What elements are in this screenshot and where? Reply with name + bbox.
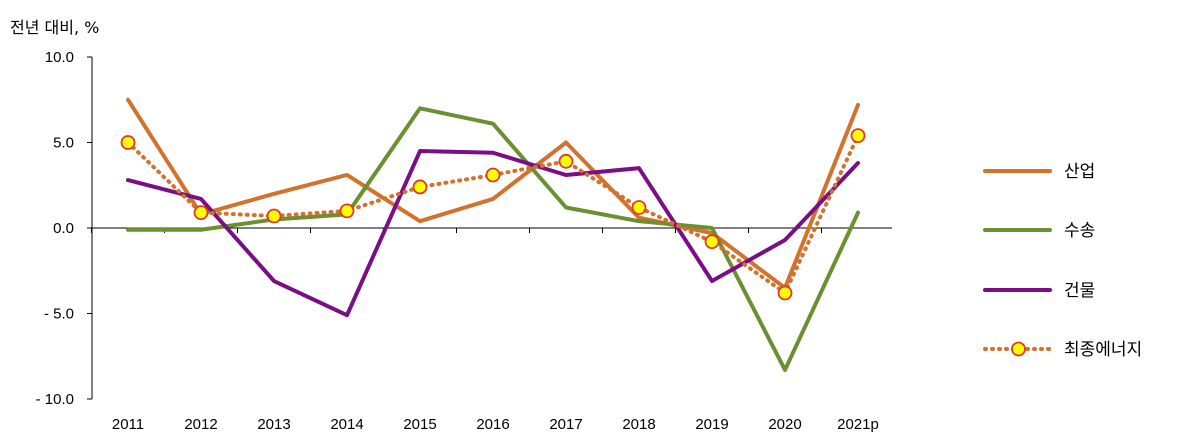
series-2 xyxy=(126,106,860,372)
axes: 10.0 5.0 0.0 - 5.0 - 10.0 2011 2012 2013 2014 201… xyxy=(36,49,892,433)
data-point-marker xyxy=(850,128,866,144)
x-tick-label: 2013 xyxy=(257,416,290,433)
x-tick-label: 2021p xyxy=(837,416,879,433)
x-tick-label: 2016 xyxy=(476,416,509,433)
y-tick-label: 5.0 xyxy=(53,135,74,152)
x-tick-label: 2017 xyxy=(549,416,582,433)
y-tick-label: 0.0 xyxy=(53,220,74,237)
y-tick-label: - 5.0 xyxy=(44,306,74,323)
legend-item: 수송 xyxy=(983,221,1095,241)
legend-label: 건물 xyxy=(1064,281,1095,301)
x-tick-label: 2011 xyxy=(112,416,144,433)
series-3 xyxy=(126,149,860,318)
legend-label: 산업 xyxy=(1064,162,1095,182)
data-point-marker xyxy=(704,234,720,250)
series-line xyxy=(126,149,860,318)
series-4 xyxy=(120,128,866,301)
legend-item: 최종에너지 xyxy=(983,340,1142,360)
x-tick-label: 2018 xyxy=(622,416,655,433)
data-point-marker xyxy=(266,208,282,224)
series-line xyxy=(126,106,860,372)
legend-marker xyxy=(1011,341,1026,357)
data-point-marker xyxy=(485,167,501,183)
x-tick-label: 2015 xyxy=(403,416,436,433)
data-point-marker xyxy=(120,135,136,150)
x-tick-label: 2019 xyxy=(695,416,728,433)
x-tick-label: 2014 xyxy=(330,416,363,433)
legend-label: 최종에너지 xyxy=(1064,340,1142,360)
y-tick-label: - 10.0 xyxy=(36,391,74,408)
legend-label: 수송 xyxy=(1064,221,1095,241)
series-line xyxy=(126,97,860,290)
legend-item: 산업 xyxy=(983,162,1095,182)
data-point-marker xyxy=(777,285,793,301)
data-point-marker xyxy=(631,200,647,215)
data-point-marker xyxy=(339,203,355,219)
series-layer xyxy=(120,97,866,372)
legend-item: 건물 xyxy=(983,281,1095,301)
x-tick-label: 2012 xyxy=(184,416,217,433)
series-1 xyxy=(126,97,860,290)
x-tick-label: 2020 xyxy=(768,416,801,433)
data-point-marker xyxy=(412,179,428,195)
unit-label: 전년 대비, % xyxy=(10,18,100,37)
data-point-marker xyxy=(193,205,209,221)
data-point-marker xyxy=(558,153,574,169)
series-line-dotted xyxy=(126,133,860,295)
y-tick-label: 10.0 xyxy=(45,49,74,66)
